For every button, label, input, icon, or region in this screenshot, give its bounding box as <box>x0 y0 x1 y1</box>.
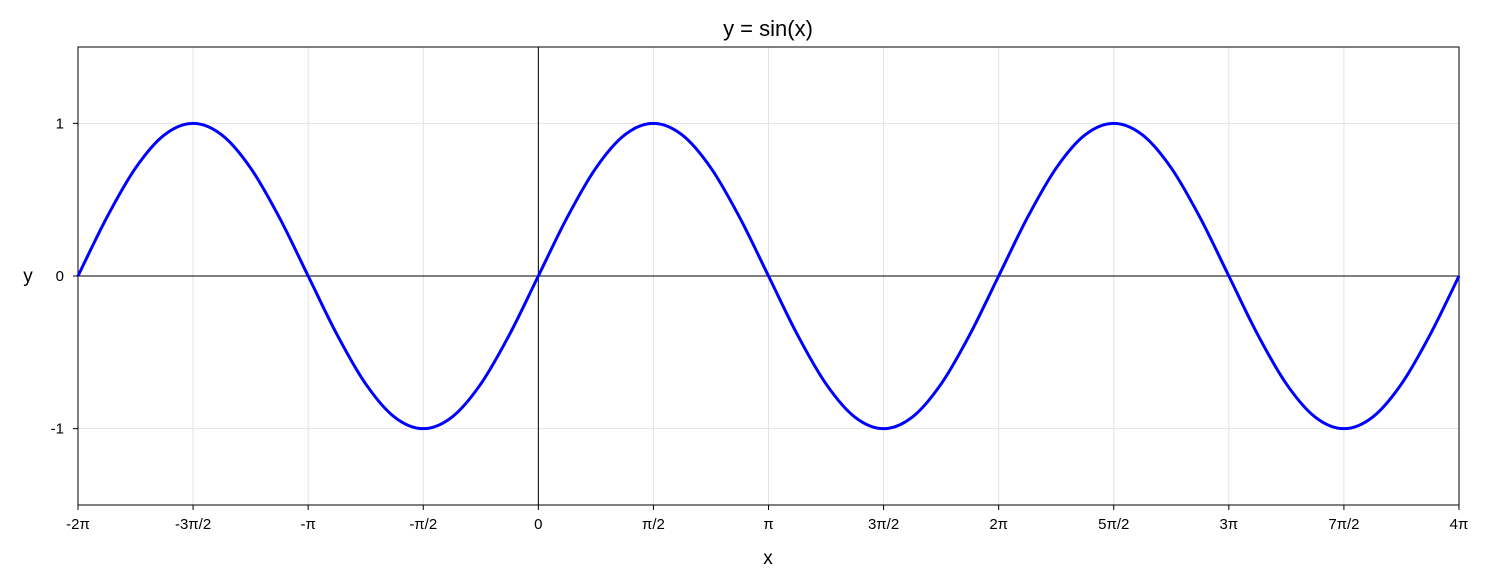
x-axis-label: x <box>763 548 773 569</box>
x-tick-label: 7π/2 <box>1328 516 1359 533</box>
x-tick-label: -3π/2 <box>175 516 211 533</box>
x-tick-label: π/2 <box>642 516 665 533</box>
x-tick-label: -π <box>300 516 315 533</box>
y-tick-label: 0 <box>56 268 64 285</box>
chart-title: y = sin(x) <box>723 16 813 41</box>
x-tick-label: 3π/2 <box>868 516 899 533</box>
x-tick-label: 3π <box>1219 516 1238 533</box>
y-tick-label: 1 <box>56 115 64 132</box>
x-tick-label: 0 <box>534 516 542 533</box>
x-tick-label: -2π <box>66 516 90 533</box>
x-tick-label: 5π/2 <box>1098 516 1129 533</box>
x-tick-label: π <box>763 516 773 533</box>
line-series <box>76 121 1461 431</box>
x-tick-label: -π/2 <box>409 516 437 533</box>
x-tick-label: 4π <box>1450 516 1469 533</box>
x-tick-label: 2π <box>989 516 1008 533</box>
y-tick-label: -1 <box>51 421 64 438</box>
y-axis-label: y <box>23 266 33 287</box>
